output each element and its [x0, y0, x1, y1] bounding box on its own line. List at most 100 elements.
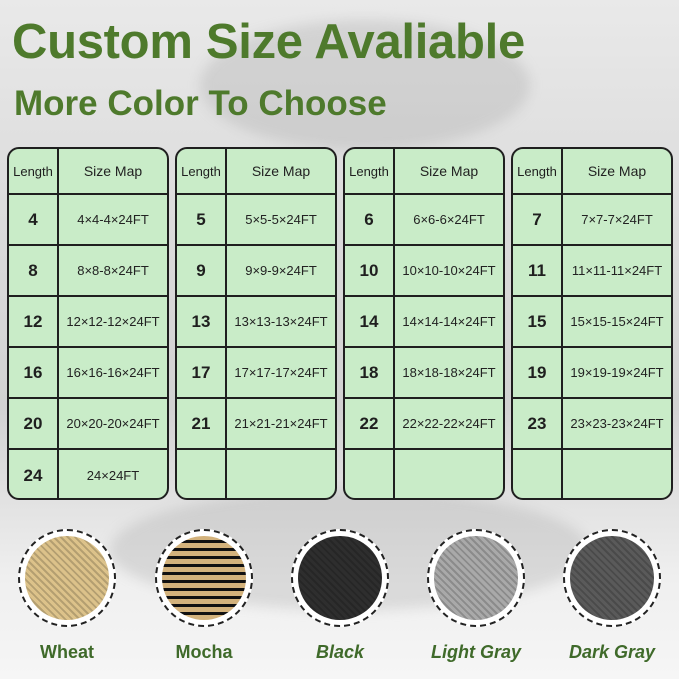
fabric-texture	[434, 536, 518, 620]
table-row: 23 23×23-23×24FT	[513, 399, 671, 450]
header-size-map: Size Map	[251, 163, 311, 179]
length-cell: 23	[513, 399, 563, 448]
length-cell: 14	[345, 297, 395, 346]
table-row	[177, 450, 335, 498]
header-length: Length	[345, 149, 395, 193]
size-cell: 20×20-20×24FT	[66, 416, 160, 431]
header-size-map: Size Map	[83, 163, 143, 179]
size-cell: 7×7-7×24FT	[581, 212, 653, 227]
size-cell: 9×9-9×24FT	[245, 263, 317, 278]
length-cell: 4	[9, 195, 59, 244]
table-header: Length Size Map	[345, 149, 503, 195]
length-cell: 5	[177, 195, 227, 244]
table-row: 12 12×12-12×24FT	[9, 297, 167, 348]
size-cell: 13×13-13×24FT	[234, 314, 328, 329]
size-cell: 5×5-5×24FT	[245, 212, 317, 227]
table-row: 4 4×4-4×24FT	[9, 195, 167, 246]
header-length: Length	[9, 149, 59, 193]
table-header: Length Size Map	[177, 149, 335, 195]
table-row: 24 24×24FT	[9, 450, 167, 498]
size-cell: 6×6-6×24FT	[413, 212, 485, 227]
color-swatch-black[interactable]	[291, 529, 389, 627]
size-cell	[395, 450, 503, 498]
size-cell	[563, 450, 671, 498]
table-row: 7 7×7-7×24FT	[513, 195, 671, 246]
length-cell	[345, 450, 395, 498]
size-cell: 15×15-15×24FT	[570, 314, 664, 329]
length-cell: 10	[345, 246, 395, 295]
fabric-texture	[162, 536, 246, 620]
table-row: 22 22×22-22×24FT	[345, 399, 503, 450]
length-cell: 18	[345, 348, 395, 397]
header-length: Length	[513, 149, 563, 193]
table-row: 17 17×17-17×24FT	[177, 348, 335, 399]
size-cell: 8×8-8×24FT	[77, 263, 149, 278]
size-table: Length Size Map 5 5×5-5×24FT 9 9×9-9×24FT 13 13…	[175, 147, 337, 500]
background-photo	[200, 20, 530, 150]
size-cell: 23×23-23×24FT	[570, 416, 664, 431]
length-cell: 9	[177, 246, 227, 295]
length-cell: 13	[177, 297, 227, 346]
color-swatch-mocha[interactable]	[155, 529, 253, 627]
header-size-map: Size Map	[419, 163, 479, 179]
size-table: Length Size Map 4 4×4-4×24FT 8 8×8-8×24FT 12 12…	[7, 147, 169, 500]
length-cell: 17	[177, 348, 227, 397]
color-swatch-dark-gray[interactable]	[563, 529, 661, 627]
length-cell: 12	[9, 297, 59, 346]
table-row: 20 20×20-20×24FT	[9, 399, 167, 450]
table-row: 11 11×11-11×24FT	[513, 246, 671, 297]
size-table: Length Size Map 6 6×6-6×24FT 10 10×10-10×24FT…	[343, 147, 505, 500]
length-cell: 24	[9, 450, 59, 498]
page-title: Custom Size Avaliable	[12, 15, 525, 69]
length-cell: 20	[9, 399, 59, 448]
color-label: Mocha	[175, 642, 233, 662]
length-cell: 6	[345, 195, 395, 244]
color-swatch-light-gray[interactable]	[427, 529, 525, 627]
length-cell	[513, 450, 563, 498]
table-row	[345, 450, 503, 498]
size-cell: 22×22-22×24FT	[402, 416, 496, 431]
size-cell: 16×16-16×24FT	[66, 365, 160, 380]
size-cell: 12×12-12×24FT	[66, 314, 160, 329]
table-row: 18 18×18-18×24FT	[345, 348, 503, 399]
table-row: 19 19×19-19×24FT	[513, 348, 671, 399]
table-header: Length Size Map	[9, 149, 167, 195]
size-cell: 24×24FT	[86, 468, 140, 483]
size-cell: 10×10-10×24FT	[402, 263, 496, 278]
color-swatch-wheat[interactable]	[18, 529, 116, 627]
size-cell: 14×14-14×24FT	[402, 314, 496, 329]
table-row: 6 6×6-6×24FT	[345, 195, 503, 246]
fabric-texture	[298, 536, 382, 620]
size-cell: 18×18-18×24FT	[402, 365, 496, 380]
header-size-map: Size Map	[587, 163, 647, 179]
table-row: 21 21×21-21×24FT	[177, 399, 335, 450]
size-cell	[227, 450, 335, 498]
length-cell: 16	[9, 348, 59, 397]
size-cell: 4×4-4×24FT	[77, 212, 149, 227]
length-cell: 11	[513, 246, 563, 295]
table-row: 14 14×14-14×24FT	[345, 297, 503, 348]
table-row: 10 10×10-10×24FT	[345, 246, 503, 297]
size-cell: 21×21-21×24FT	[234, 416, 328, 431]
page-subtitle: More Color To Choose	[14, 84, 387, 123]
fabric-texture	[25, 536, 109, 620]
length-cell	[177, 450, 227, 498]
color-label: Black	[315, 642, 365, 662]
length-cell: 19	[513, 348, 563, 397]
table-row: 9 9×9-9×24FT	[177, 246, 335, 297]
table-header: Length Size Map	[513, 149, 671, 195]
size-table: Length Size Map 7 7×7-7×24FT 11 11×11-11×24FT…	[511, 147, 673, 500]
table-row: 15 15×15-15×24FT	[513, 297, 671, 348]
length-cell: 21	[177, 399, 227, 448]
length-cell: 8	[9, 246, 59, 295]
size-cell: 19×19-19×24FT	[570, 365, 664, 380]
color-label: Wheat	[40, 642, 94, 662]
length-cell: 7	[513, 195, 563, 244]
size-cell: 11×11-11×24FT	[571, 263, 663, 278]
table-row: 13 13×13-13×24FT	[177, 297, 335, 348]
size-cell: 17×17-17×24FT	[234, 365, 328, 380]
color-label: Dark Gray	[568, 642, 656, 662]
fabric-texture	[570, 536, 654, 620]
color-label: Light Gray	[430, 642, 521, 662]
table-row: 5 5×5-5×24FT	[177, 195, 335, 246]
